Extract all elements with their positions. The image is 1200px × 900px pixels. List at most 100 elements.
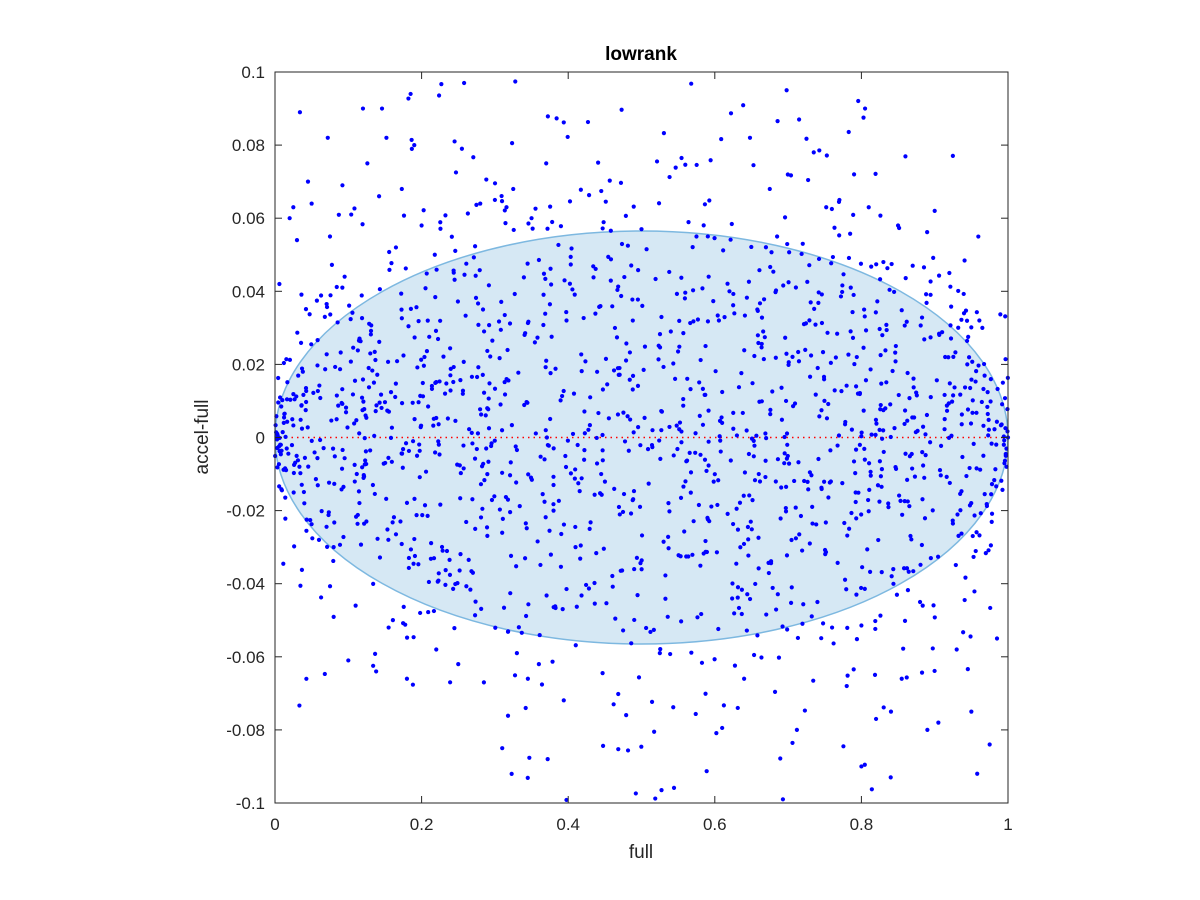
data-point xyxy=(862,446,867,451)
data-point xyxy=(902,618,908,623)
data-point xyxy=(473,526,478,532)
data-point xyxy=(315,338,320,343)
data-point xyxy=(607,178,612,183)
data-point xyxy=(788,600,794,606)
data-point xyxy=(526,221,531,226)
data-point xyxy=(784,553,790,558)
data-point xyxy=(329,262,335,267)
data-point xyxy=(797,117,802,122)
data-point xyxy=(535,539,540,544)
data-point xyxy=(1003,451,1008,457)
data-point xyxy=(451,268,456,273)
data-point xyxy=(785,453,790,459)
data-point xyxy=(695,615,700,620)
data-point xyxy=(989,511,995,516)
data-point xyxy=(700,422,706,427)
data-point xyxy=(813,322,818,327)
data-point xyxy=(423,469,429,474)
data-point xyxy=(522,402,527,408)
data-point xyxy=(849,510,854,516)
data-point xyxy=(431,423,436,428)
data-point xyxy=(960,454,965,460)
data-point xyxy=(654,159,660,164)
data-point xyxy=(492,494,497,499)
data-point xyxy=(438,226,443,231)
data-point xyxy=(981,453,986,458)
data-point xyxy=(808,300,813,305)
data-point xyxy=(999,478,1004,483)
data-point xyxy=(514,564,519,569)
data-point xyxy=(851,459,857,464)
data-point xyxy=(688,470,694,475)
x-tick-label: 0.8 xyxy=(850,815,874,834)
data-point xyxy=(513,79,518,84)
data-point xyxy=(486,459,491,464)
data-point xyxy=(428,556,433,561)
data-point xyxy=(463,313,468,318)
data-point xyxy=(751,652,757,658)
data-point xyxy=(768,559,774,564)
data-point xyxy=(928,335,933,340)
data-point xyxy=(806,487,811,492)
data-point xyxy=(773,290,778,295)
data-point xyxy=(666,501,671,506)
data-point xyxy=(755,333,760,338)
data-point xyxy=(1000,380,1005,385)
data-point xyxy=(631,430,636,435)
data-point xyxy=(699,611,704,617)
data-point xyxy=(548,371,553,376)
y-axis-label: accel-full xyxy=(192,400,213,475)
data-point xyxy=(987,742,992,747)
data-point xyxy=(962,258,967,263)
data-point xyxy=(435,579,440,584)
data-point xyxy=(734,561,739,566)
data-point xyxy=(579,369,584,374)
data-point xyxy=(956,533,961,538)
data-point xyxy=(448,388,453,393)
data-point xyxy=(614,335,620,340)
data-point xyxy=(453,170,459,175)
data-point xyxy=(352,462,357,467)
data-point xyxy=(616,284,621,289)
data-point xyxy=(877,326,882,332)
data-point xyxy=(646,481,651,486)
data-point xyxy=(746,451,752,457)
data-point xyxy=(657,651,662,656)
data-point xyxy=(376,194,382,199)
data-point xyxy=(500,530,505,535)
data-point xyxy=(377,339,382,344)
y-tick-label: -0.04 xyxy=(226,575,265,594)
data-point xyxy=(671,453,676,458)
data-point xyxy=(573,545,578,550)
data-point xyxy=(294,238,300,243)
data-point xyxy=(625,414,630,419)
data-point xyxy=(587,423,593,428)
data-point xyxy=(505,347,510,353)
data-point xyxy=(331,614,336,620)
data-point xyxy=(949,304,954,309)
data-point xyxy=(773,355,778,360)
data-point xyxy=(478,407,483,412)
data-point xyxy=(399,186,404,192)
data-point xyxy=(547,302,553,307)
data-point xyxy=(305,425,310,430)
data-point xyxy=(735,595,740,600)
data-point xyxy=(849,427,855,432)
data-point xyxy=(741,103,746,108)
data-point xyxy=(468,587,473,592)
data-point xyxy=(526,602,531,607)
data-point xyxy=(782,434,787,440)
data-point xyxy=(889,261,894,267)
data-point xyxy=(873,626,878,632)
data-point xyxy=(994,419,1000,424)
data-point xyxy=(696,502,702,508)
data-point xyxy=(819,320,825,326)
data-point xyxy=(731,426,736,431)
data-point xyxy=(944,408,950,413)
data-point xyxy=(479,412,484,417)
data-point xyxy=(492,197,497,203)
data-point xyxy=(600,743,606,748)
data-point xyxy=(711,299,716,304)
data-point xyxy=(280,398,285,403)
data-point xyxy=(514,480,519,485)
